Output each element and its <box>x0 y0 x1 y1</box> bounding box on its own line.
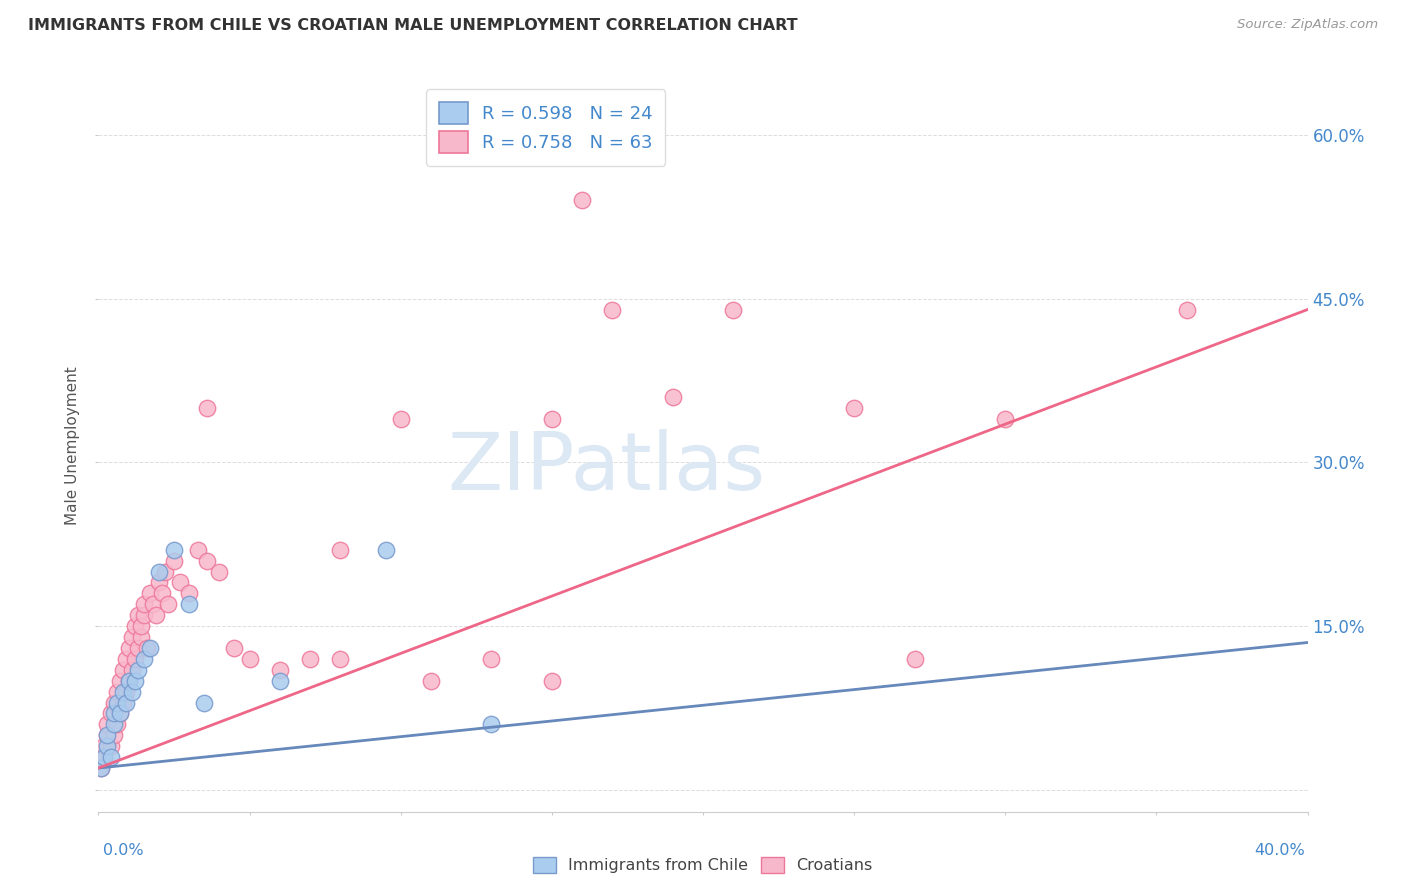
Text: IMMIGRANTS FROM CHILE VS CROATIAN MALE UNEMPLOYMENT CORRELATION CHART: IMMIGRANTS FROM CHILE VS CROATIAN MALE U… <box>28 18 797 33</box>
Text: ZIPatlas: ZIPatlas <box>447 429 765 507</box>
Point <box>139 586 162 600</box>
Point <box>153 565 176 579</box>
Point <box>156 597 179 611</box>
Point <box>127 608 149 623</box>
Point <box>103 706 125 721</box>
Point <box>187 542 209 557</box>
Point <box>904 652 927 666</box>
Point <box>118 673 141 688</box>
Point <box>132 597 155 611</box>
Point <box>96 739 118 754</box>
Point <box>148 565 170 579</box>
Point <box>994 411 1017 425</box>
Point <box>329 652 352 666</box>
Point <box>96 717 118 731</box>
Point <box>124 619 146 633</box>
Text: 40.0%: 40.0% <box>1254 843 1305 858</box>
Point <box>118 640 141 655</box>
Point <box>127 663 149 677</box>
Point <box>139 640 162 655</box>
Point <box>163 554 186 568</box>
Point <box>389 411 412 425</box>
Point <box>90 761 112 775</box>
Text: 0.0%: 0.0% <box>103 843 143 858</box>
Point <box>124 652 146 666</box>
Point <box>269 663 291 677</box>
Point <box>374 542 396 557</box>
Point <box>93 750 115 764</box>
Point <box>1175 302 1198 317</box>
Point <box>111 684 134 698</box>
Point <box>602 302 624 317</box>
Point <box>121 684 143 698</box>
Point <box>329 542 352 557</box>
Point <box>121 663 143 677</box>
Point <box>124 673 146 688</box>
Point <box>142 597 165 611</box>
Point <box>193 696 215 710</box>
Point <box>103 728 125 742</box>
Point <box>195 554 218 568</box>
Point <box>100 750 122 764</box>
Point <box>114 684 136 698</box>
Point <box>148 575 170 590</box>
Point <box>108 706 131 721</box>
Point <box>269 673 291 688</box>
Point <box>239 652 262 666</box>
Point <box>93 750 115 764</box>
Point <box>100 739 122 754</box>
Point <box>90 761 112 775</box>
Point <box>420 673 443 688</box>
Text: Source: ZipAtlas.com: Source: ZipAtlas.com <box>1237 18 1378 31</box>
Point <box>114 652 136 666</box>
Point <box>118 673 141 688</box>
Point <box>540 673 562 688</box>
Point <box>179 597 201 611</box>
Point <box>132 608 155 623</box>
Point <box>105 684 128 698</box>
Point <box>179 586 201 600</box>
Point <box>163 542 186 557</box>
Point <box>723 302 745 317</box>
Point <box>195 401 218 415</box>
Point <box>132 652 155 666</box>
Point <box>114 696 136 710</box>
Point <box>100 706 122 721</box>
Point <box>96 728 118 742</box>
Point <box>129 619 152 633</box>
Legend: Immigrants from Chile, Croatians: Immigrants from Chile, Croatians <box>527 850 879 880</box>
Point <box>105 717 128 731</box>
Point <box>540 411 562 425</box>
Point <box>481 652 503 666</box>
Point <box>108 673 131 688</box>
Point <box>208 565 231 579</box>
Point <box>103 717 125 731</box>
Point <box>481 717 503 731</box>
Point <box>103 696 125 710</box>
Point <box>571 194 593 208</box>
Y-axis label: Male Unemployment: Male Unemployment <box>65 367 80 525</box>
Point <box>145 608 167 623</box>
Point <box>844 401 866 415</box>
Point <box>111 663 134 677</box>
Legend: R = 0.598   N = 24, R = 0.758   N = 63: R = 0.598 N = 24, R = 0.758 N = 63 <box>426 89 665 166</box>
Point <box>111 696 134 710</box>
Point <box>299 652 322 666</box>
Point <box>105 696 128 710</box>
Point <box>169 575 191 590</box>
Point <box>96 728 118 742</box>
Point <box>129 630 152 644</box>
Point <box>224 640 246 655</box>
Point <box>121 630 143 644</box>
Point <box>93 739 115 754</box>
Point <box>108 706 131 721</box>
Point <box>662 390 685 404</box>
Point <box>135 640 157 655</box>
Point <box>127 640 149 655</box>
Point <box>150 586 173 600</box>
